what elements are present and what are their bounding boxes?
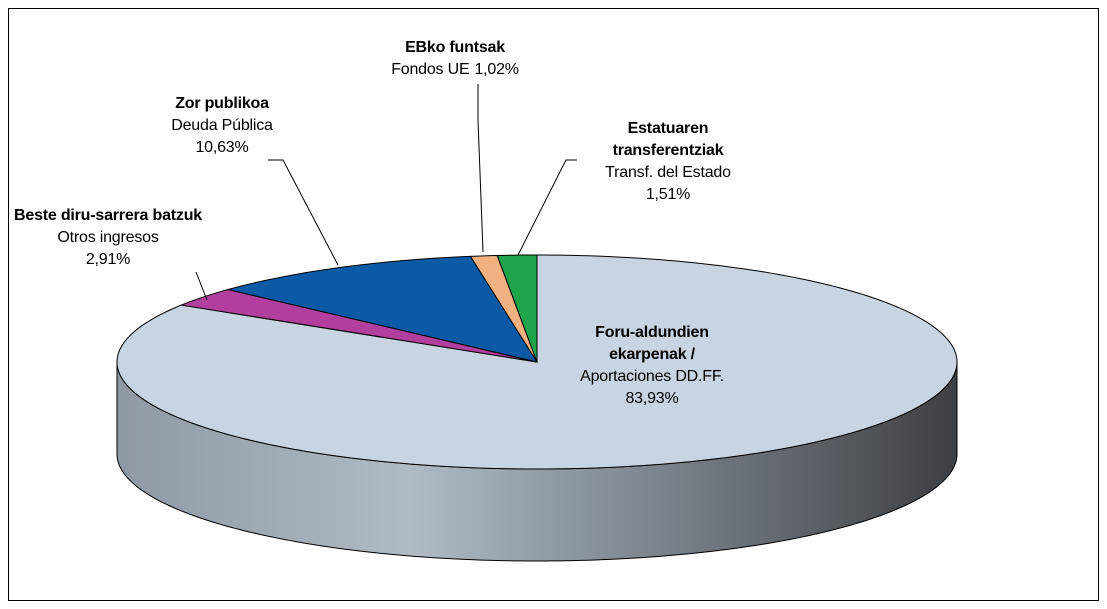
category-name-es: Otros ingresos xyxy=(57,229,159,246)
category-name-es: Deuda Pública xyxy=(171,117,273,134)
category-name: Estatuaren transferentziak xyxy=(612,120,724,159)
category-name: Zor publikoa xyxy=(175,95,269,112)
category-name-es: Fondos UE xyxy=(391,61,470,78)
slice-label: EBko funtsak Fondos UE 1,02% xyxy=(345,37,565,81)
category-name: EBko funtsak xyxy=(405,39,505,56)
value-label: 1,51% xyxy=(645,186,691,203)
category-name-es: Aportaciones DD.FF. xyxy=(580,368,724,385)
value-label: 10,63% xyxy=(195,139,249,156)
leader-line xyxy=(517,159,577,256)
value-label: 2,91% xyxy=(85,251,131,268)
category-name: Beste diru-sarrera batzuk xyxy=(14,207,202,224)
slice-label: Estatuaren transferentziak Transf. del Es… xyxy=(583,118,753,206)
value-label: 83,93% xyxy=(625,390,679,407)
category-name-es: Transf. del Estado xyxy=(605,164,731,181)
leader-line xyxy=(268,159,339,266)
slice-label: Zor publikoa Deuda Pública 10,63% xyxy=(147,93,297,159)
leader-line xyxy=(477,84,484,253)
slice-label: Foru-aldundien ekarpenak / Aportaciones D… xyxy=(562,322,742,410)
value-label: 1,02% xyxy=(474,61,519,78)
leader-line xyxy=(195,271,208,301)
category-name: Foru-aldundien ekarpenak / xyxy=(595,324,709,363)
slice xyxy=(496,254,538,363)
slice xyxy=(179,289,538,363)
slice xyxy=(227,255,539,363)
slice-label: Beste diru-sarrera batzuk Otros ingresos 2… xyxy=(13,205,203,271)
